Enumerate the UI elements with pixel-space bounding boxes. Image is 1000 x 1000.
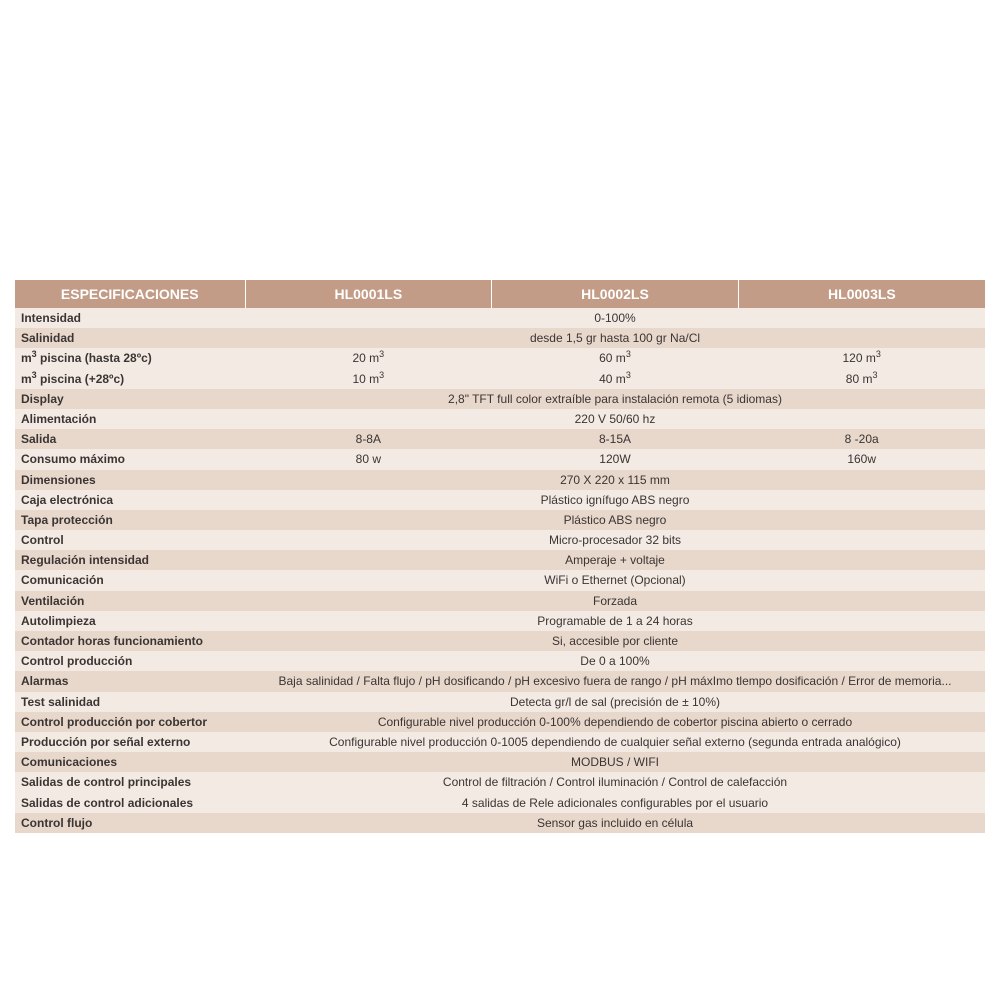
- row-label: Control producción: [15, 651, 245, 671]
- table-row: VentilaciónForzada: [15, 591, 985, 611]
- row-value-span: Control de filtración / Control iluminac…: [245, 772, 985, 792]
- table-row: Test salinidadDetecta gr/l de sal (preci…: [15, 692, 985, 712]
- row-label: m3 piscina (+28ºc): [15, 369, 245, 389]
- row-label: Regulación intensidad: [15, 550, 245, 570]
- table-row: m3 piscina (+28ºc)10 m340 m380 m3: [15, 369, 985, 389]
- row-label: Control: [15, 530, 245, 550]
- row-value-span: Amperaje + voltaje: [245, 550, 985, 570]
- row-value-span: WiFi o Ethernet (Opcional): [245, 570, 985, 590]
- row-label: Caja electrónica: [15, 490, 245, 510]
- row-value: 160w: [738, 449, 985, 469]
- row-label: Tapa protección: [15, 510, 245, 530]
- row-value-span: Detecta gr/l de sal (precisión de ± 10%): [245, 692, 985, 712]
- header-col-0: ESPECIFICACIONES: [15, 280, 245, 308]
- row-value-span: Configurable nivel producción 0-100% dep…: [245, 712, 985, 732]
- row-value-span: MODBUS / WIFI: [245, 752, 985, 772]
- row-label: Test salinidad: [15, 692, 245, 712]
- table-row: Salida8-8A8-15A8 -20a: [15, 429, 985, 449]
- table-row: Tapa protecciónPlástico ABS negro: [15, 510, 985, 530]
- row-label: Salida: [15, 429, 245, 449]
- spec-table-body: Intensidad0-100%Salinidaddesde 1,5 gr ha…: [15, 308, 985, 833]
- row-label: Alarmas: [15, 671, 245, 691]
- row-value-span: desde 1,5 gr hasta 100 gr Na/Cl: [245, 328, 985, 348]
- row-label: Intensidad: [15, 308, 245, 328]
- spec-table-head: ESPECIFICACIONES HL0001LS HL0002LS HL000…: [15, 280, 985, 308]
- row-value-span: Baja salinidad / Falta flujo / pH dosifi…: [245, 671, 985, 691]
- row-label: Salidas de control adicionales: [15, 793, 245, 813]
- table-row: m3 piscina (hasta 28ºc)20 m360 m3120 m3: [15, 348, 985, 368]
- header-col-3: HL0003LS: [738, 280, 985, 308]
- spec-table-container: ESPECIFICACIONES HL0001LS HL0002LS HL000…: [15, 280, 985, 833]
- row-label: Salidas de control principales: [15, 772, 245, 792]
- row-label: Comunicaciones: [15, 752, 245, 772]
- page: ESPECIFICACIONES HL0001LS HL0002LS HL000…: [0, 0, 1000, 1000]
- table-row: ControlMicro-procesador 32 bits: [15, 530, 985, 550]
- row-label: Control producción por cobertor: [15, 712, 245, 732]
- row-value-span: Configurable nivel producción 0-1005 dep…: [245, 732, 985, 752]
- table-row: ComunicaciónWiFi o Ethernet (Opcional): [15, 570, 985, 590]
- row-label: Contador horas funcionamiento: [15, 631, 245, 651]
- table-row: Control producciónDe 0 a 100%: [15, 651, 985, 671]
- row-value-span: 2,8" TFT full color extraíble para insta…: [245, 389, 985, 409]
- row-label: Display: [15, 389, 245, 409]
- row-value-span: 220 V 50/60 hz: [245, 409, 985, 429]
- table-row: Alimentación220 V 50/60 hz: [15, 409, 985, 429]
- table-row: AutolimpiezaProgramable de 1 a 24 horas: [15, 611, 985, 631]
- row-label: Autolimpieza: [15, 611, 245, 631]
- row-label: Ventilación: [15, 591, 245, 611]
- table-row: Salinidaddesde 1,5 gr hasta 100 gr Na/Cl: [15, 328, 985, 348]
- row-value: 60 m3: [492, 348, 739, 368]
- row-label: Salinidad: [15, 328, 245, 348]
- row-value: 8 -20a: [738, 429, 985, 449]
- table-row: Contador horas funcionamientoSi, accesib…: [15, 631, 985, 651]
- header-col-1: HL0001LS: [245, 280, 492, 308]
- row-value-span: Micro-procesador 32 bits: [245, 530, 985, 550]
- row-value-span: Plástico ABS negro: [245, 510, 985, 530]
- row-value-span: 4 salidas de Rele adicionales configurab…: [245, 793, 985, 813]
- row-label: m3 piscina (hasta 28ºc): [15, 348, 245, 368]
- row-value-span: De 0 a 100%: [245, 651, 985, 671]
- row-label: Control flujo: [15, 813, 245, 833]
- table-row: Control producción por cobertorConfigura…: [15, 712, 985, 732]
- table-row: Caja electrónicaPlástico ignífugo ABS ne…: [15, 490, 985, 510]
- table-row: ComunicacionesMODBUS / WIFI: [15, 752, 985, 772]
- table-row: Salidas de control adicionales4 salidas …: [15, 793, 985, 813]
- row-value: 20 m3: [245, 348, 492, 368]
- row-label: Comunicación: [15, 570, 245, 590]
- table-row: Dimensiones270 X 220 x 115 mm: [15, 470, 985, 490]
- row-value: 8-15A: [492, 429, 739, 449]
- row-value-span: Forzada: [245, 591, 985, 611]
- row-label: Producción por señal externo: [15, 732, 245, 752]
- row-value-span: Sensor gas incluido en célula: [245, 813, 985, 833]
- spec-table: ESPECIFICACIONES HL0001LS HL0002LS HL000…: [15, 280, 985, 833]
- table-row: Regulación intensidadAmperaje + voltaje: [15, 550, 985, 570]
- row-value-span: 270 X 220 x 115 mm: [245, 470, 985, 490]
- row-label: Dimensiones: [15, 470, 245, 490]
- row-value: 80 m3: [738, 369, 985, 389]
- header-col-2: HL0002LS: [492, 280, 739, 308]
- row-value: 10 m3: [245, 369, 492, 389]
- row-value-span: Programable de 1 a 24 horas: [245, 611, 985, 631]
- row-label: Consumo máximo: [15, 449, 245, 469]
- table-row: Display2,8" TFT full color extraíble par…: [15, 389, 985, 409]
- row-value: 120 m3: [738, 348, 985, 368]
- row-value: 40 m3: [492, 369, 739, 389]
- row-value-span: Plástico ignífugo ABS negro: [245, 490, 985, 510]
- row-label: Alimentación: [15, 409, 245, 429]
- row-value-span: Si, accesible por cliente: [245, 631, 985, 651]
- row-value: 120W: [492, 449, 739, 469]
- table-row: AlarmasBaja salinidad / Falta flujo / pH…: [15, 671, 985, 691]
- table-row: Consumo máximo80 w120W160w: [15, 449, 985, 469]
- row-value: 80 w: [245, 449, 492, 469]
- row-value: 8-8A: [245, 429, 492, 449]
- table-row: Intensidad0-100%: [15, 308, 985, 328]
- table-row: Producción por señal externoConfigurable…: [15, 732, 985, 752]
- header-row: ESPECIFICACIONES HL0001LS HL0002LS HL000…: [15, 280, 985, 308]
- table-row: Salidas de control principalesControl de…: [15, 772, 985, 792]
- row-value-span: 0-100%: [245, 308, 985, 328]
- table-row: Control flujoSensor gas incluido en célu…: [15, 813, 985, 833]
